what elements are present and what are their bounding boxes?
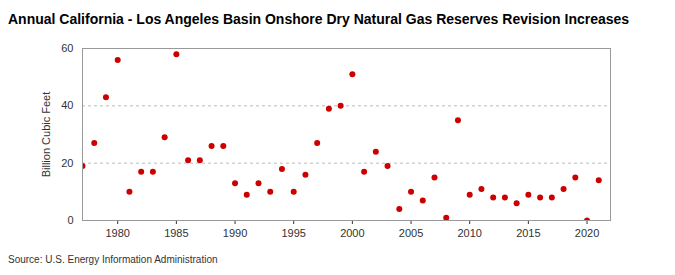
svg-text:0: 0 (67, 214, 73, 226)
svg-text:2020: 2020 (575, 227, 599, 239)
svg-text:1980: 1980 (105, 227, 129, 239)
svg-text:1995: 1995 (281, 227, 305, 239)
svg-text:60: 60 (61, 42, 73, 54)
svg-text:40: 40 (61, 99, 73, 111)
svg-text:20: 20 (61, 157, 73, 169)
svg-text:1985: 1985 (164, 227, 188, 239)
svg-text:Billion Cubic Feet: Billion Cubic Feet (40, 92, 52, 178)
svg-text:2010: 2010 (457, 227, 481, 239)
svg-text:1990: 1990 (223, 227, 247, 239)
svg-text:2015: 2015 (516, 227, 540, 239)
html-text:Annual California - Los Angele: Annual California - Los Angeles Basin On… (8, 11, 630, 27)
svg-text:2005: 2005 (399, 227, 423, 239)
html-text:Source: U.S. Energy Informatio: Source: U.S. Energy Information Administ… (8, 254, 218, 265)
svg-text:2000: 2000 (340, 227, 364, 239)
